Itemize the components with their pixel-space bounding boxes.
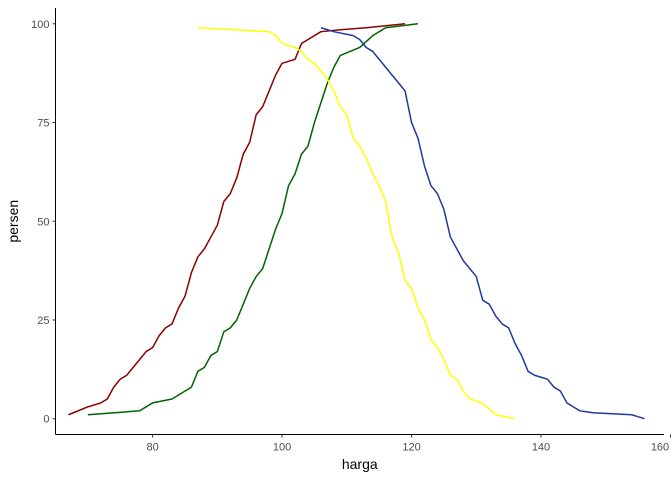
x-tick-label: 120 bbox=[402, 442, 420, 454]
y-axis-ticks: 0 25 50 75 100 bbox=[31, 19, 56, 426]
y-tick-label: 100 bbox=[31, 19, 49, 31]
series-line-1 bbox=[68, 23, 406, 416]
x-axis-title: harga bbox=[342, 456, 378, 472]
y-tick-label: 0 bbox=[43, 414, 49, 426]
x-tick-label: 100 bbox=[273, 442, 291, 454]
x-tick-label: 80 bbox=[146, 442, 158, 454]
x-tick-label: 160 bbox=[651, 442, 669, 454]
y-tick-label: 50 bbox=[37, 216, 49, 228]
y-tick-label: 25 bbox=[37, 315, 49, 327]
series-layer bbox=[68, 23, 645, 420]
y-axis-title: persen bbox=[5, 200, 21, 243]
series-line-3 bbox=[197, 27, 516, 420]
x-tick-label: 140 bbox=[532, 442, 550, 454]
x-axis-ticks: 80 100 120 140 160 bbox=[146, 434, 671, 454]
series-line-2 bbox=[87, 23, 419, 416]
series-line-4 bbox=[320, 27, 645, 420]
y-tick-label: 75 bbox=[37, 118, 49, 130]
